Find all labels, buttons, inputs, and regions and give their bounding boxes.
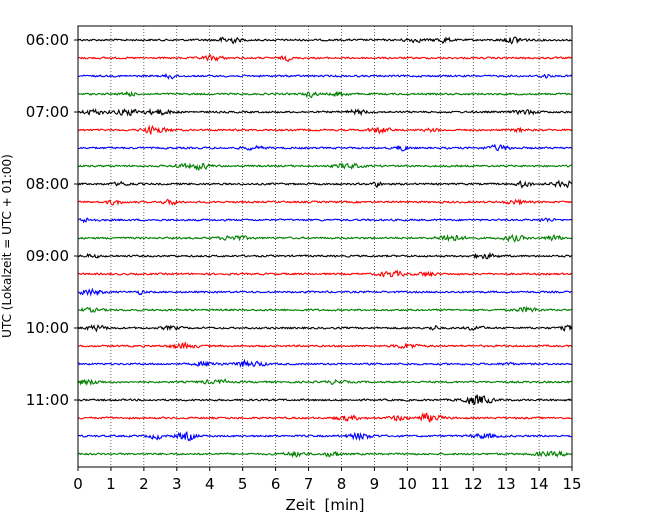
trace-line (77, 53, 572, 62)
trace-line (77, 412, 572, 423)
trace-line (77, 217, 572, 224)
trace-line (77, 378, 572, 387)
trace-line (77, 394, 572, 405)
trace-line (77, 305, 572, 313)
trace-line (77, 450, 572, 459)
y-tick-label: 10:00 (26, 319, 69, 337)
trace-line (77, 36, 572, 45)
trace-line (77, 341, 573, 350)
x-tick-label: 2 (139, 475, 149, 493)
y-tick-label: 08:00 (26, 175, 69, 193)
x-tick-label: 13 (497, 475, 516, 493)
trace-line (77, 162, 572, 172)
x-tick-label: 0 (73, 475, 83, 493)
trace-line (77, 431, 572, 442)
x-axis-title: Zeit [min] (285, 496, 364, 514)
x-tick-label: 9 (370, 475, 380, 493)
y-axis-ticks: 06:00 07:00 08:00 09:00 10:00 11:00 (26, 31, 78, 409)
x-axis-ticks: 0 1 2 3 4 5 6 7 8 9 10 11 12 13 14 15 (73, 467, 582, 493)
trace-line (77, 233, 572, 243)
x-tick-label: 11 (431, 475, 450, 493)
x-tick-label: 10 (398, 475, 417, 493)
x-tick-label: 15 (562, 475, 581, 493)
x-tick-label: 6 (271, 475, 281, 493)
trace-line (77, 179, 573, 189)
trace-line (77, 324, 573, 333)
x-tick-label: 1 (106, 475, 116, 493)
y-tick-label: 11:00 (26, 391, 69, 409)
y-tick-label: 07:00 (26, 103, 69, 121)
trace-line (77, 269, 572, 278)
trace-line (77, 251, 573, 260)
trace-line (77, 287, 572, 297)
x-tick-label: 3 (172, 475, 182, 493)
trace-line (77, 198, 572, 206)
trace-line (77, 358, 572, 368)
x-tick-label: 7 (304, 475, 314, 493)
trace-line (77, 107, 572, 117)
trace-lines (77, 36, 573, 459)
x-tick-label: 5 (238, 475, 248, 493)
y-axis-title: UTC (Lokalzeit = UTC + 01:00) (0, 154, 14, 338)
x-tick-label: 4 (205, 475, 215, 493)
y-tick-label: 06:00 (26, 31, 69, 49)
trace-line (77, 124, 573, 135)
plot-frame (77, 25, 573, 468)
trace-line (77, 143, 572, 152)
x-tick-label: 14 (530, 475, 549, 493)
trace-line (77, 90, 572, 99)
x-tick-label: 12 (464, 475, 483, 493)
trace-line (77, 72, 573, 80)
y-tick-label: 09:00 (26, 247, 69, 265)
x-tick-label: 8 (337, 475, 347, 493)
